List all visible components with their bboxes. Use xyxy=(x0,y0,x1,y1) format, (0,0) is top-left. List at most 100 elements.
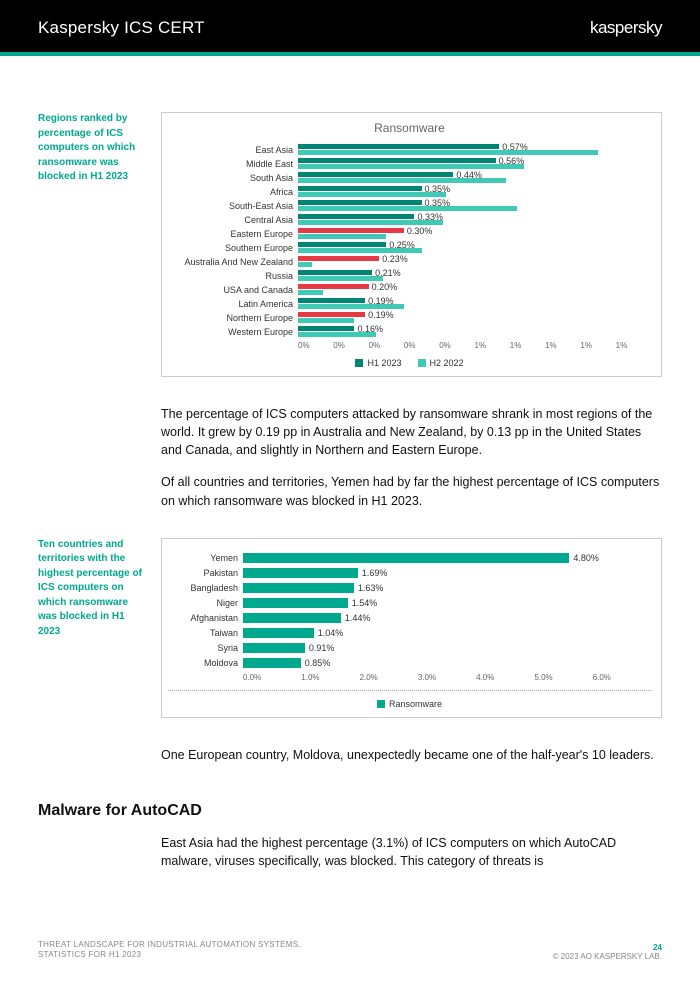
axis-tick: 1% xyxy=(510,341,545,350)
para3: One European country, Moldova, unexpecte… xyxy=(161,746,662,764)
chart2-bar: 0.91% xyxy=(243,643,305,653)
axis-tick: 0% xyxy=(439,341,474,350)
chart1-bars: 0.21% xyxy=(298,269,651,283)
chart2-bar: 1.54% xyxy=(243,598,348,608)
footer-line2: STATISTICS FOR H1 2023 xyxy=(38,950,301,960)
chart2-bar: 1.44% xyxy=(243,613,341,623)
chart2-value: 1.04% xyxy=(314,628,344,638)
chart2-label: Syria xyxy=(168,643,243,653)
bar-h2 xyxy=(298,178,506,183)
chart1-bars: 0.20% xyxy=(298,283,651,297)
chart2-bar-area: 1.04% xyxy=(243,626,651,641)
chart1-label: East Asia xyxy=(168,145,298,155)
chart1-label: South Asia xyxy=(168,173,298,183)
chart2-bar: 4.80% xyxy=(243,553,569,563)
chart2-bar-area: 4.80% xyxy=(243,551,651,566)
chart1-label: South-East Asia xyxy=(168,201,298,211)
bar-h1: 0.57% xyxy=(298,144,499,149)
chart1-label: Middle East xyxy=(168,159,298,169)
chart2-value: 0.91% xyxy=(305,643,335,653)
chart1-row: Southern Europe0.25% xyxy=(168,241,651,255)
chart2-label: Moldova xyxy=(168,658,243,668)
chart1-bars: 0.35% xyxy=(298,199,651,213)
bar-h2 xyxy=(298,304,404,309)
bar-h2 xyxy=(298,192,446,197)
bar-h2 xyxy=(298,150,598,155)
bar-h2 xyxy=(298,318,354,323)
bar-h1: 0.21% xyxy=(298,270,372,275)
bar-h1: 0.30% xyxy=(298,228,404,233)
chart1-label: Russia xyxy=(168,271,298,281)
bar-h1: 0.19% xyxy=(298,312,365,317)
chart2-bar-area: 0.85% xyxy=(243,656,651,671)
axis-tick: 0% xyxy=(333,341,368,350)
chart2-row: Yemen4.80% xyxy=(168,551,651,566)
axis-tick: 0% xyxy=(369,341,404,350)
chart2-bar-area: 1.54% xyxy=(243,596,651,611)
axis-tick: 2.0% xyxy=(360,673,418,682)
dotted-line xyxy=(168,690,651,691)
chart2-label: Bangladesh xyxy=(168,583,243,593)
legend-item: H1 2023 xyxy=(355,358,401,368)
chart1-container: Ransomware East Asia0.57% Middle East0.56%… xyxy=(161,112,662,377)
chart2-label: Yemen xyxy=(168,553,243,563)
chart1-title: Ransomware xyxy=(168,121,651,135)
axis-tick: 0% xyxy=(298,341,333,350)
para1: The percentage of ICS computers attacked… xyxy=(161,405,662,459)
chart2-row: Bangladesh1.63% xyxy=(168,581,651,596)
footer-right: 24 © 2023 AO KASPERSKY LAB. xyxy=(553,943,662,961)
row-para3: One European country, Moldova, unexpecte… xyxy=(38,732,662,778)
chart1-label: Southern Europe xyxy=(168,243,298,253)
chart1-bars: 0.56% xyxy=(298,157,651,171)
bar-h2 xyxy=(298,234,386,239)
footer-line1: THREAT LANDSCAPE FOR INDUSTRIAL AUTOMATI… xyxy=(38,940,301,950)
chart1-bars: 0.16% xyxy=(298,325,651,339)
bar-h2 xyxy=(298,262,312,267)
chart1-row: Eastern Europe0.30% xyxy=(168,227,651,241)
axis-tick: 5.0% xyxy=(534,673,592,682)
chart1-axis: 0%0%0%0%0%1%1%1%1%1% xyxy=(168,341,651,350)
chart1-row: Middle East0.56% xyxy=(168,157,651,171)
bar-h1: 0.35% xyxy=(298,200,422,205)
chart2-bar-area: 1.44% xyxy=(243,611,651,626)
bar-h2 xyxy=(298,290,323,295)
bar-h1: 0.25% xyxy=(298,242,386,247)
chart2-label: Afghanistan xyxy=(168,613,243,623)
chart1-label: Northern Europe xyxy=(168,313,298,323)
header: Kaspersky ICS CERT kaspersky xyxy=(0,0,700,52)
chart1-row: Western Europe0.16% xyxy=(168,325,651,339)
chart2-value: 4.80% xyxy=(569,553,599,563)
chart1-label: Western Europe xyxy=(168,327,298,337)
footer-copyright: © 2023 AO KASPERSKY LAB. xyxy=(553,952,662,961)
chart2-bar: 0.85% xyxy=(243,658,301,668)
footer-left: THREAT LANDSCAPE FOR INDUSTRIAL AUTOMATI… xyxy=(38,940,301,961)
bar-h2 xyxy=(298,164,524,169)
chart2-bar: 1.04% xyxy=(243,628,314,638)
section-heading: Malware for AutoCAD xyxy=(38,802,662,820)
chart1-row: South-East Asia0.35% xyxy=(168,199,651,213)
bar-value: 0.23% xyxy=(379,254,408,264)
chart2-bar-area: 0.91% xyxy=(243,641,651,656)
row-chart2: Ten countries and territories with the h… xyxy=(38,538,662,718)
chart2-label: Taiwan xyxy=(168,628,243,638)
chart1-bars: 0.30% xyxy=(298,227,651,241)
chart1-row: USA and Canada0.20% xyxy=(168,283,651,297)
axis-tick: 1% xyxy=(616,341,651,350)
legend-item: Ransomware xyxy=(377,699,442,709)
axis-tick: 1% xyxy=(545,341,580,350)
chart2-bar: 1.69% xyxy=(243,568,358,578)
chart1-bars: 0.19% xyxy=(298,297,651,311)
chart2-row: Pakistan1.69% xyxy=(168,566,651,581)
sidebar2-title: Ten countries and territories with the h… xyxy=(38,538,143,640)
chart2-legend: Ransomware xyxy=(168,699,651,709)
chart1-row: Australia And New Zealand0.23% xyxy=(168,255,651,269)
sidebar2: Ten countries and territories with the h… xyxy=(38,538,143,718)
row-chart1: Regions ranked by percentage of ICS comp… xyxy=(38,112,662,377)
chart2-row: Niger1.54% xyxy=(168,596,651,611)
bar-value: 0.19% xyxy=(365,310,394,320)
axis-tick: 0.0% xyxy=(243,673,301,682)
chart1-bars: 0.33% xyxy=(298,213,651,227)
bar-value: 0.20% xyxy=(369,282,398,292)
chart2-row: Syria0.91% xyxy=(168,641,651,656)
row-para1: The percentage of ICS computers attacked… xyxy=(38,391,662,524)
